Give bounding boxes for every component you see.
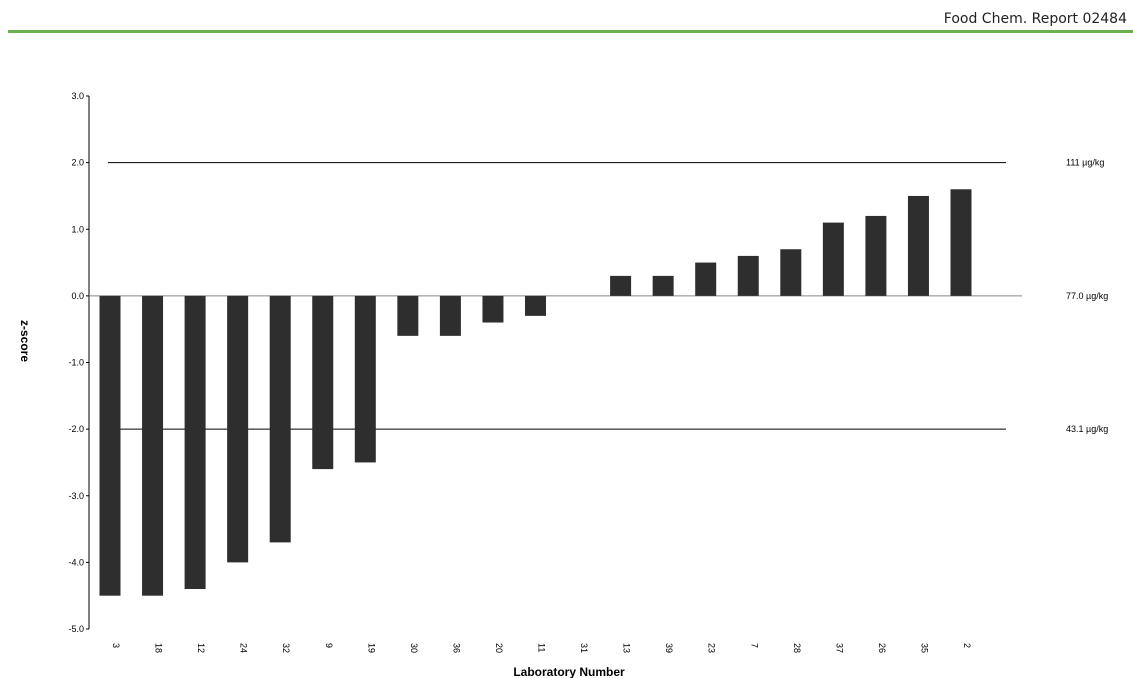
x-tick-label: 3: [111, 643, 121, 648]
y-tick-label: -3.0: [68, 491, 84, 501]
bar-lab-13: [610, 275, 632, 296]
bar-lab-24: [227, 295, 249, 563]
x-tick-label: 28: [792, 643, 802, 653]
x-tick-label: 20: [494, 643, 504, 653]
bar-lab-26: [865, 215, 887, 296]
y-tick-label: 1.0: [71, 224, 84, 234]
y-tick-label: 2.0: [71, 158, 84, 168]
y-tick-label: -2.0: [68, 424, 84, 434]
x-tick-label: 37: [834, 643, 844, 653]
y-axis-title: z-score: [18, 320, 32, 362]
bar-lab-11: [525, 295, 546, 316]
y-tick-label: 3.0: [71, 91, 84, 101]
bar-lab-30: [397, 295, 419, 336]
x-tick-label: 36: [451, 643, 461, 653]
reference-label: 111 µg/kg: [1066, 158, 1104, 168]
bar-lab-23: [695, 262, 717, 296]
bar-lab-37: [822, 222, 844, 296]
y-tick-label: -5.0: [68, 624, 84, 634]
x-tick-label: 2: [962, 643, 972, 648]
x-tick-label: 35: [919, 643, 929, 653]
header-divider: [8, 30, 1133, 33]
x-tick-label: 9: [324, 643, 334, 648]
y-tick-label: -1.0: [68, 358, 84, 368]
x-tick-label: 31: [579, 643, 589, 653]
x-tick-label: 13: [622, 643, 632, 653]
bars: [99, 189, 972, 596]
x-tick-label: 18: [154, 643, 164, 653]
x-axis-labels: 3 18 12 24 32 9 19 30 36 20 11 31 13 39 23 7 28 37 26 35 2: [111, 643, 972, 653]
x-tick-label: 30: [409, 643, 419, 653]
y-tick-label: 0.0: [71, 291, 84, 301]
bar-lab-9: [312, 295, 334, 470]
y-tick-label: -4.0: [68, 557, 84, 567]
x-tick-label: 11: [537, 643, 547, 652]
bar-lab-19: [354, 295, 376, 463]
bar-lab-2: [950, 189, 972, 296]
x-tick-label: 26: [877, 643, 887, 653]
y-axis: 3.0 2.0 1.0 0.0 -1.0 -2.0 -3.0 -4.0 -5.0: [68, 91, 90, 634]
bar-lab-28: [780, 249, 802, 296]
x-tick-label: 12: [196, 643, 206, 653]
x-tick-label: 19: [366, 643, 376, 653]
bar-lab-3: [99, 295, 121, 596]
x-tick-label: 23: [707, 643, 717, 653]
bar-lab-39: [652, 275, 674, 296]
bar-lab-35: [907, 195, 929, 296]
x-tick-label: 7: [749, 643, 759, 648]
reference-label: 43.1 µg/kg: [1066, 424, 1108, 434]
bar-lab-32: [269, 295, 291, 543]
bar-lab-18: [142, 295, 164, 596]
bar-lab-20: [482, 295, 504, 323]
report-title: Food Chem. Report 02484: [943, 11, 1127, 27]
x-tick-label: 39: [664, 643, 674, 653]
bar-lab-12: [184, 295, 206, 590]
x-tick-label: 32: [281, 643, 291, 653]
x-axis-title: Laboratory Number: [513, 665, 625, 678]
bar-lab-7: [737, 255, 759, 296]
bar-lab-36: [439, 295, 461, 336]
reference-label: 77.0 µg/kg: [1066, 291, 1108, 301]
x-tick-label: 24: [239, 643, 249, 653]
